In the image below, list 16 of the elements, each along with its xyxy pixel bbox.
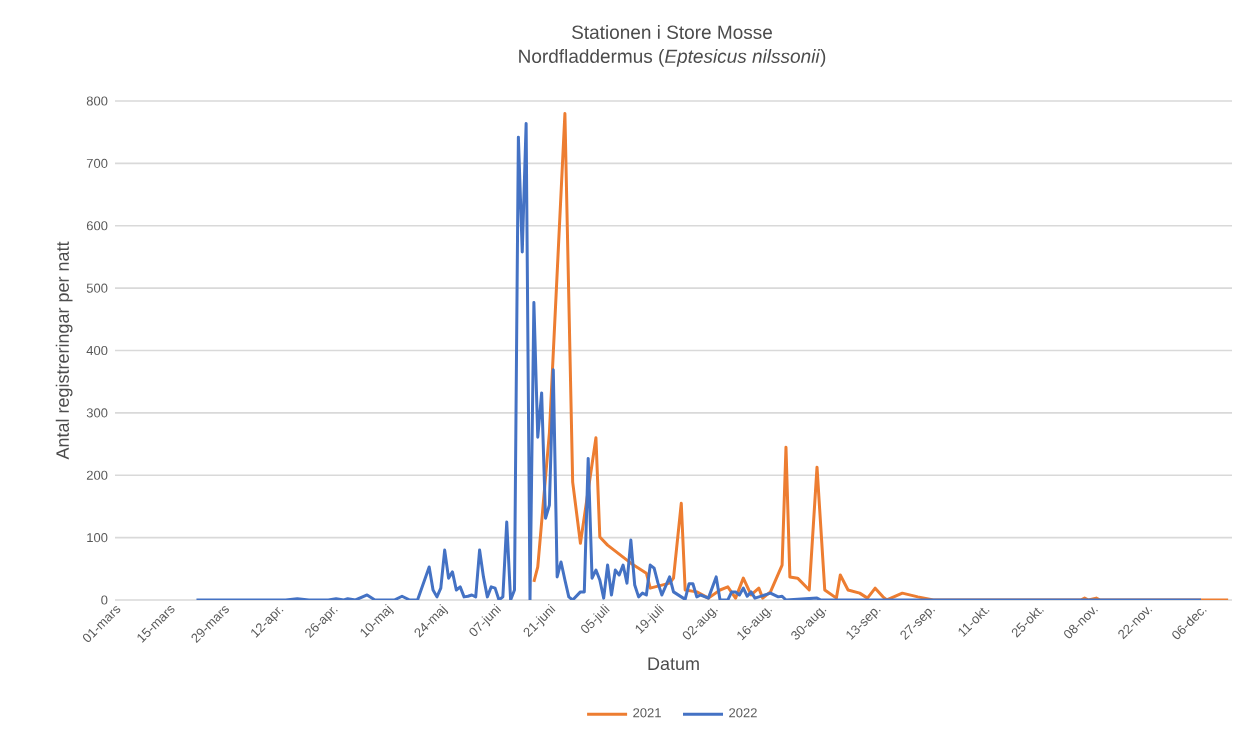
x-axis-title: Datum xyxy=(648,657,699,671)
y-tick-label: 400 xyxy=(86,345,108,356)
y-tick-label: 800 xyxy=(86,96,108,106)
y-axis-title: Antal registreringar per natt xyxy=(55,241,73,460)
y-tick-label: 500 xyxy=(86,283,108,293)
y-tick-label: 700 xyxy=(86,158,108,168)
y-tick-label: 600 xyxy=(86,221,108,231)
y-tick-label: 100 xyxy=(87,533,108,543)
legend-label: 2021 xyxy=(633,708,661,718)
y-tick-label: 0 xyxy=(101,595,108,605)
line-series xyxy=(194,121,1203,600)
y-tick-label: 200 xyxy=(86,470,108,480)
legend-label: 2022 xyxy=(729,708,757,718)
chart-subtitle: Nordfladdermus (Eptesicus nilssonii) xyxy=(519,49,826,67)
chart-title: Stationen i Store Mosse xyxy=(572,25,772,40)
y-tick-label: 300 xyxy=(86,408,108,418)
